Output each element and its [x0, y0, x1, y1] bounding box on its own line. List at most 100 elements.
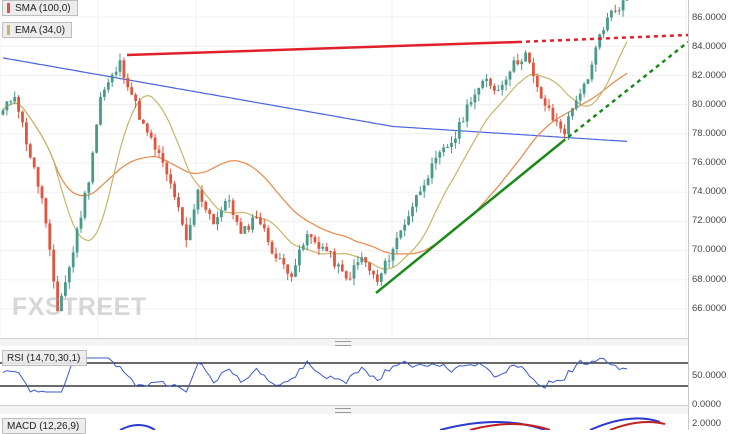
candle-body — [567, 116, 570, 135]
candle-body — [594, 47, 598, 65]
candle-body — [559, 121, 563, 129]
candle-body — [582, 83, 586, 94]
candle-body — [493, 85, 496, 91]
candle-body — [99, 96, 102, 125]
price-tick: 84.0000 — [692, 41, 727, 52]
candle-body — [142, 119, 145, 124]
support-trendline-projection — [561, 41, 688, 143]
sma-swatch — [7, 3, 10, 13]
candle-body — [469, 102, 473, 105]
ema-34-line — [2, 41, 628, 270]
candle-body — [60, 295, 63, 312]
price-tick: 86.0000 — [692, 12, 727, 23]
candle-body — [395, 237, 399, 250]
candle-body — [278, 258, 282, 260]
candle-body — [223, 201, 227, 211]
candle-body — [512, 60, 516, 72]
price-chart-pane[interactable]: SMA (100,0) EMA (34,0) FXSTREET — [0, 0, 688, 338]
candle-body — [606, 17, 609, 31]
price-tick: 78.0000 — [692, 128, 727, 139]
candle-body — [383, 260, 387, 274]
candle-body — [270, 242, 274, 254]
rsi-legend-label: RSI (14,70,30,1) — [7, 352, 81, 364]
candle-body — [422, 185, 426, 192]
candle-body — [181, 207, 184, 225]
candle-body — [83, 192, 87, 218]
macd-tick: 2.0000 — [692, 418, 722, 429]
price-tick: 76.0000 — [692, 157, 727, 168]
macd-pane[interactable]: MACD (12,26,9) — [0, 414, 688, 434]
candle-body — [450, 142, 453, 148]
resistance-trendline — [126, 40, 519, 57]
candle-body — [126, 77, 130, 88]
candle-body — [204, 201, 208, 210]
candle-body — [329, 251, 332, 253]
candle-body — [508, 71, 512, 80]
candle-body — [610, 10, 613, 18]
price-tick: 82.0000 — [692, 70, 727, 81]
candle-body — [153, 137, 157, 150]
candle-body — [372, 270, 375, 275]
candle-body — [32, 157, 36, 168]
candle-body — [298, 249, 301, 266]
candle-body — [430, 163, 434, 179]
candle-body — [555, 120, 559, 122]
candle-body — [177, 197, 180, 208]
candle-body — [122, 60, 126, 78]
price-chart[interactable] — [0, 0, 688, 338]
candle-body — [360, 257, 364, 263]
ema-legend-label: EMA (34,0) — [15, 24, 66, 36]
candle-body — [110, 74, 114, 83]
candle-body — [586, 79, 590, 84]
candle-body — [138, 100, 141, 120]
price-axis[interactable] — [688, 0, 750, 430]
macd-legend[interactable]: MACD (12,26,9) — [2, 418, 87, 434]
candle-body — [255, 217, 258, 219]
candle-body — [28, 144, 32, 158]
candle-body — [387, 260, 391, 262]
candle-body — [364, 257, 368, 263]
sma-legend-label: SMA (100,0) — [15, 2, 71, 14]
candle-body — [13, 96, 17, 102]
candle-body — [301, 245, 305, 250]
candle-body — [337, 264, 340, 267]
candle-body — [368, 262, 371, 271]
candle-body — [442, 147, 446, 153]
candle-body — [25, 122, 28, 145]
candle-body — [325, 246, 329, 252]
candle-body — [118, 60, 122, 72]
candle-body — [5, 101, 9, 111]
candle-body — [157, 149, 161, 153]
candle-body — [212, 214, 215, 225]
candle-body — [91, 152, 95, 183]
candle-body — [36, 167, 40, 187]
candle-body — [87, 182, 91, 193]
candle-body — [379, 273, 383, 282]
splitter-grip-icon — [335, 408, 351, 413]
rsi-legend[interactable]: RSI (14,70,30,1) — [2, 350, 88, 366]
candle-body — [621, 0, 625, 11]
rsi-pane[interactable]: RSI (14,70,30,1) — [0, 346, 688, 403]
candle-body — [251, 217, 254, 230]
rsi-chart[interactable] — [0, 346, 688, 403]
candle-body — [477, 87, 481, 95]
candle-body — [563, 128, 566, 135]
candle-body — [286, 264, 290, 274]
ema-legend[interactable]: EMA (34,0) — [2, 22, 73, 38]
candle-body — [67, 267, 71, 283]
macd-chart[interactable] — [0, 414, 688, 430]
sma-legend[interactable]: SMA (100,0) — [2, 0, 78, 16]
candle-body — [520, 61, 524, 65]
candle-body — [200, 189, 204, 202]
ma-orange-line — [2, 72, 628, 255]
candle-body — [259, 217, 262, 225]
candle-body — [188, 224, 192, 241]
candle-body — [504, 79, 508, 85]
candle-body — [216, 217, 219, 225]
candle-body — [547, 105, 551, 108]
candle-body — [239, 221, 243, 234]
candle-body — [418, 191, 422, 196]
candle-body — [457, 121, 461, 139]
candle-body — [551, 107, 555, 121]
candle-body — [602, 30, 605, 35]
